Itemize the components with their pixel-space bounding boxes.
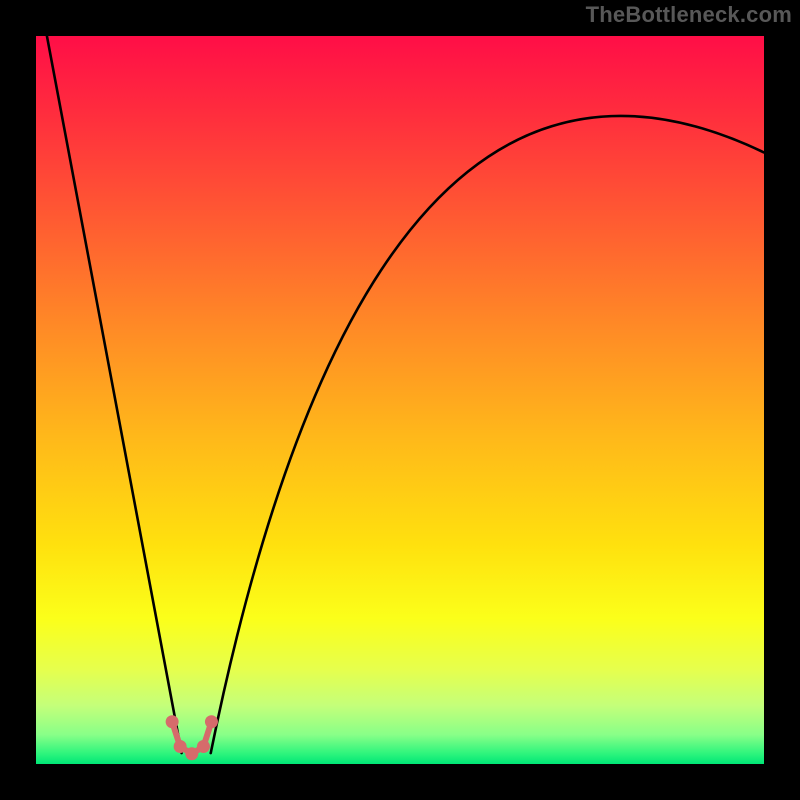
- plot-area: [36, 36, 764, 764]
- trough-marker: [174, 740, 187, 753]
- trough-marker: [197, 740, 210, 753]
- trough-marker: [205, 715, 218, 728]
- gradient-background: [36, 36, 764, 764]
- trough-marker: [185, 747, 198, 760]
- chart-frame: TheBottleneck.com: [0, 0, 800, 800]
- trough-marker: [166, 715, 179, 728]
- watermark-text: TheBottleneck.com: [586, 2, 792, 28]
